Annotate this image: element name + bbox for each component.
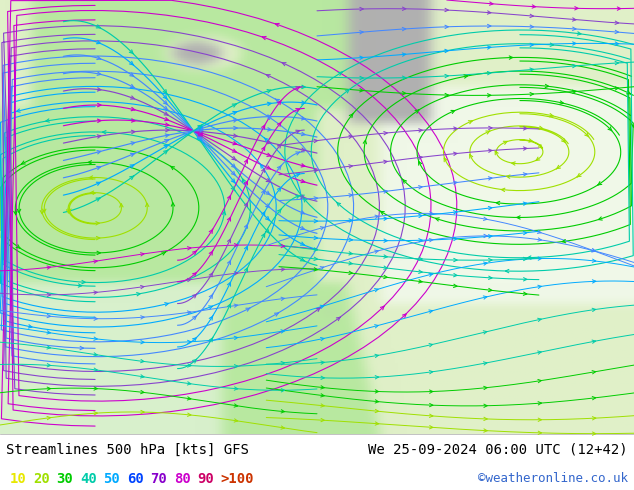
Text: 50: 50 bbox=[103, 472, 120, 486]
Text: Streamlines 500 hPa [kts] GFS: Streamlines 500 hPa [kts] GFS bbox=[6, 442, 249, 456]
Text: 20: 20 bbox=[33, 472, 49, 486]
Text: 40: 40 bbox=[80, 472, 96, 486]
Text: 90: 90 bbox=[197, 472, 214, 486]
Text: 30: 30 bbox=[56, 472, 73, 486]
Text: 70: 70 bbox=[150, 472, 167, 486]
Text: 80: 80 bbox=[174, 472, 190, 486]
Text: 10: 10 bbox=[10, 472, 26, 486]
Text: 60: 60 bbox=[127, 472, 143, 486]
Text: We 25-09-2024 06:00 UTC (12+42): We 25-09-2024 06:00 UTC (12+42) bbox=[368, 442, 628, 456]
Text: >100: >100 bbox=[221, 472, 254, 486]
Text: ©weatheronline.co.uk: ©weatheronline.co.uk bbox=[477, 472, 628, 485]
